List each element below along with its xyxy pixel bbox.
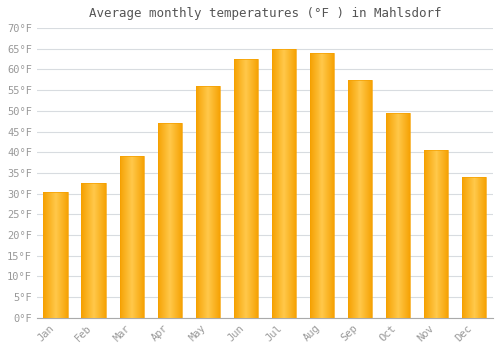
Bar [120, 156, 144, 318]
Bar [386, 113, 410, 318]
Title: Average monthly temperatures (°F ) in Mahlsdorf: Average monthly temperatures (°F ) in Ma… [88, 7, 441, 20]
Bar [82, 183, 106, 318]
Bar [310, 53, 334, 318]
Bar [158, 123, 182, 318]
Bar [234, 59, 258, 318]
Bar [44, 191, 68, 318]
Bar [196, 86, 220, 318]
Bar [462, 177, 486, 318]
Bar [424, 150, 448, 318]
Bar [272, 49, 296, 318]
Bar [348, 80, 372, 318]
